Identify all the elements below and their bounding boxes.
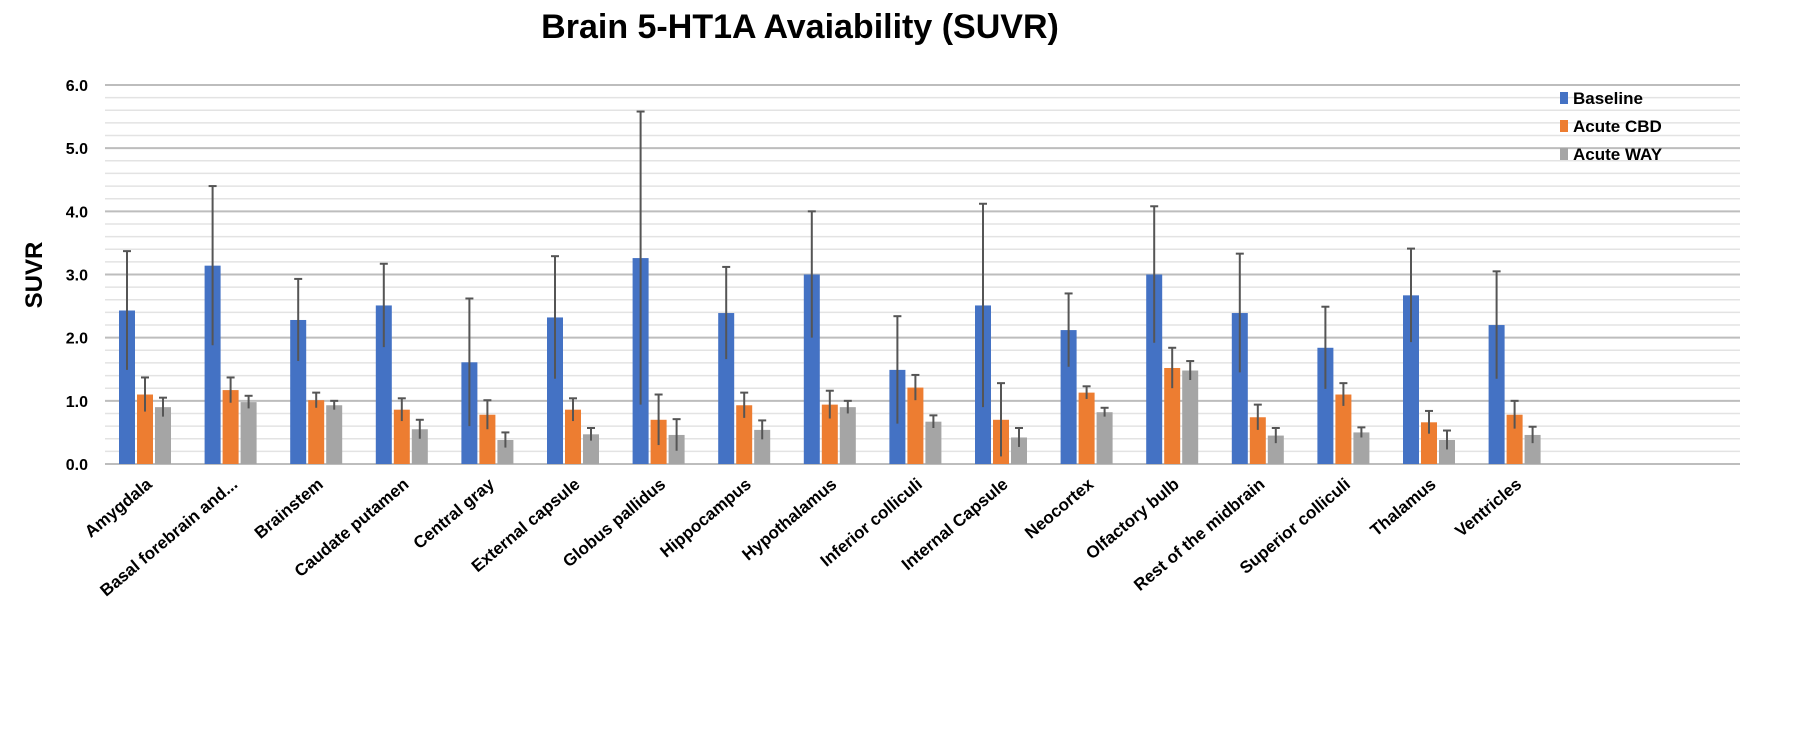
bar-acute-way [925,421,942,464]
bar-acute-cbd [907,387,924,464]
bar-baseline [290,319,307,464]
bar-acute-way [1353,432,1370,464]
bar-acute-way [326,405,343,464]
bar-acute-cbd [393,409,410,464]
y-tick-label: 3.0 [66,268,88,285]
x-tick-label: Brainstem [251,475,327,543]
bar-acute-way [1267,435,1284,464]
bar-baseline [204,265,221,464]
y-tick-label: 4.0 [66,204,88,221]
legend: Baseline Acute CBD Acute WAY [1560,89,1663,164]
bar-acute-way [1524,434,1541,464]
bar-acute-way [155,407,171,464]
bars [119,110,1541,464]
bar-acute-cbd [222,390,239,464]
x-tick-label: Thalamus [1367,475,1440,541]
bar-acute-cbd [479,414,496,464]
bar-acute-way [1096,412,1113,464]
bar-baseline [1317,347,1334,464]
legend-swatch [1560,92,1568,104]
y-tick-label: 6.0 [66,78,88,95]
bar-acute-way [1439,439,1455,464]
legend-label: Acute CBD [1573,117,1662,136]
bar-acute-cbd [565,409,581,464]
bar-acute-way [497,439,514,464]
y-tick-label: 5.0 [66,141,88,158]
bar-baseline [803,274,820,464]
x-tick-label: Neocortex [1021,474,1097,542]
bar-acute-way [240,402,257,464]
legend-swatch [1560,120,1568,132]
x-tick-label: Amygdala [81,474,156,541]
x-tick-label: Basal forebrain and... [97,475,242,601]
bar-acute-cbd [736,405,753,464]
bar-acute-cbd [137,394,153,464]
bar-acute-cbd [1506,414,1523,464]
bar-acute-cbd [1164,367,1181,464]
bar-baseline [375,305,392,464]
bar-baseline [1403,295,1419,464]
bar-acute-cbd [821,404,838,464]
legend-label: Baseline [1573,89,1643,108]
bar-acute-way [1011,437,1027,464]
bar-acute-cbd [308,400,325,464]
chart-title: Brain 5-HT1A Avaiability (SUVR) [541,8,1059,46]
x-tick-label: Central gray [410,474,499,553]
y-tick-label: 0.0 [66,457,88,474]
bar-acute-way [839,407,856,464]
bar-baseline [1060,330,1077,464]
bar-acute-way [583,434,599,464]
bar-acute-way [754,429,771,464]
bar-baseline [1231,313,1248,464]
bar-baseline [1488,325,1505,464]
y-tick-label: 2.0 [66,331,88,348]
bar-acute-cbd [1249,417,1266,464]
legend-swatch [1560,148,1568,160]
x-tick-label: Ventricles [1451,475,1525,541]
bar-baseline [1146,274,1163,464]
bar-acute-cbd [1421,422,1437,464]
bar-acute-cbd [1335,394,1352,464]
y-axis-label: SUVR [21,242,48,309]
bar-baseline [119,310,135,464]
bar-baseline [547,317,563,464]
bar-acute-way [411,429,428,464]
bar-baseline [718,313,735,464]
y-tick-label: 1.0 [66,394,88,411]
bar-acute-cbd [1078,392,1095,464]
legend-label: Acute WAY [1573,145,1663,164]
bar-acute-way [1182,370,1199,464]
y-tick-labels: 0.0 1.0 2.0 3.0 4.0 5.0 6.0 [66,78,88,474]
